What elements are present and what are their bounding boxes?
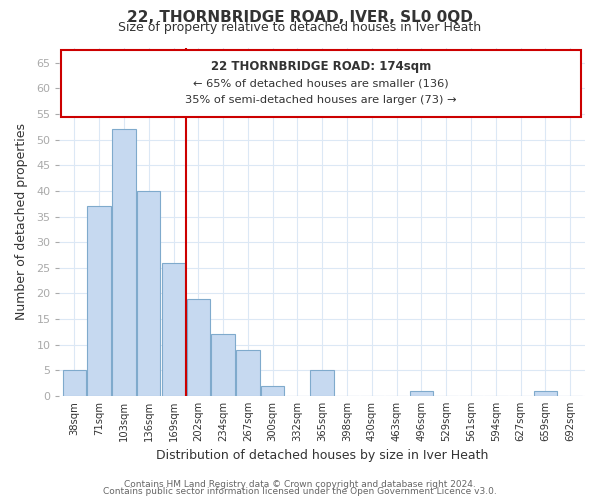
Bar	[112, 130, 136, 396]
Text: Contains public sector information licensed under the Open Government Licence v3: Contains public sector information licen…	[103, 487, 497, 496]
Bar	[410, 391, 433, 396]
Bar	[62, 370, 86, 396]
Text: 35% of semi-detached houses are larger (73) →: 35% of semi-detached houses are larger (…	[185, 95, 457, 105]
Bar	[261, 386, 284, 396]
Text: Contains HM Land Registry data © Crown copyright and database right 2024.: Contains HM Land Registry data © Crown c…	[124, 480, 476, 489]
Bar	[236, 350, 260, 396]
Bar	[310, 370, 334, 396]
X-axis label: Distribution of detached houses by size in Iver Heath: Distribution of detached houses by size …	[156, 450, 488, 462]
Bar	[162, 262, 185, 396]
Bar	[88, 206, 111, 396]
Text: ← 65% of detached houses are smaller (136): ← 65% of detached houses are smaller (13…	[193, 78, 449, 88]
Text: Size of property relative to detached houses in Iver Heath: Size of property relative to detached ho…	[118, 21, 482, 34]
FancyBboxPatch shape	[61, 50, 581, 116]
Text: 22, THORNBRIDGE ROAD, IVER, SL0 0QD: 22, THORNBRIDGE ROAD, IVER, SL0 0QD	[127, 10, 473, 25]
Bar	[187, 298, 210, 396]
Text: 22 THORNBRIDGE ROAD: 174sqm: 22 THORNBRIDGE ROAD: 174sqm	[211, 60, 431, 73]
Bar	[533, 391, 557, 396]
Bar	[137, 191, 160, 396]
Bar	[211, 334, 235, 396]
Y-axis label: Number of detached properties: Number of detached properties	[15, 123, 28, 320]
